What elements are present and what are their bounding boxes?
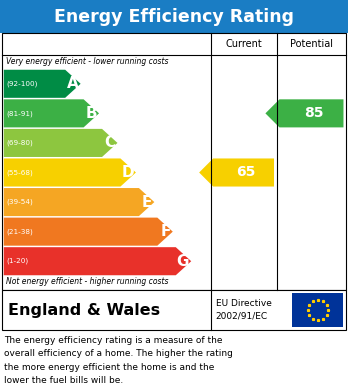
Text: (1-20): (1-20) [7, 258, 29, 264]
Polygon shape [4, 218, 173, 246]
Text: overall efficiency of a home. The higher the rating: overall efficiency of a home. The higher… [4, 349, 232, 358]
Text: Energy Efficiency Rating: Energy Efficiency Rating [54, 7, 294, 25]
Text: (21-38): (21-38) [7, 228, 33, 235]
Polygon shape [199, 158, 274, 187]
Text: 85: 85 [304, 106, 323, 120]
Text: England & Wales: England & Wales [8, 303, 160, 317]
Text: (39-54): (39-54) [7, 199, 33, 205]
Text: lower the fuel bills will be.: lower the fuel bills will be. [4, 376, 123, 385]
Bar [292, 293, 343, 327]
Text: EU Directive
2002/91/EC: EU Directive 2002/91/EC [215, 299, 271, 321]
Text: D: D [121, 165, 134, 180]
Polygon shape [266, 99, 343, 127]
Text: (55-68): (55-68) [7, 169, 33, 176]
Polygon shape [4, 70, 81, 98]
Text: (92-100): (92-100) [7, 81, 38, 87]
Text: 65: 65 [236, 165, 255, 179]
Bar [0, 0, 348, 33]
Text: (81-91): (81-91) [7, 110, 33, 117]
Text: the more energy efficient the home is and the: the more energy efficient the home is an… [4, 362, 214, 371]
Text: Very energy efficient - lower running costs: Very energy efficient - lower running co… [6, 57, 168, 66]
Polygon shape [4, 188, 155, 216]
Text: (69-80): (69-80) [7, 140, 33, 146]
Polygon shape [4, 99, 99, 127]
Bar [2, 290, 346, 330]
Text: The energy efficiency rating is a measure of the: The energy efficiency rating is a measur… [4, 336, 222, 345]
Polygon shape [4, 158, 136, 187]
Polygon shape [4, 247, 191, 275]
Text: Not energy efficient - higher running costs: Not energy efficient - higher running co… [6, 278, 168, 287]
Polygon shape [4, 129, 118, 157]
Text: F: F [160, 224, 171, 239]
Text: Current: Current [225, 39, 262, 49]
Text: A: A [67, 76, 79, 91]
Bar [2, 33, 346, 290]
Text: Potential: Potential [290, 39, 333, 49]
Text: G: G [177, 254, 189, 269]
Text: E: E [142, 195, 152, 210]
Text: C: C [104, 135, 116, 151]
Text: B: B [85, 106, 97, 121]
